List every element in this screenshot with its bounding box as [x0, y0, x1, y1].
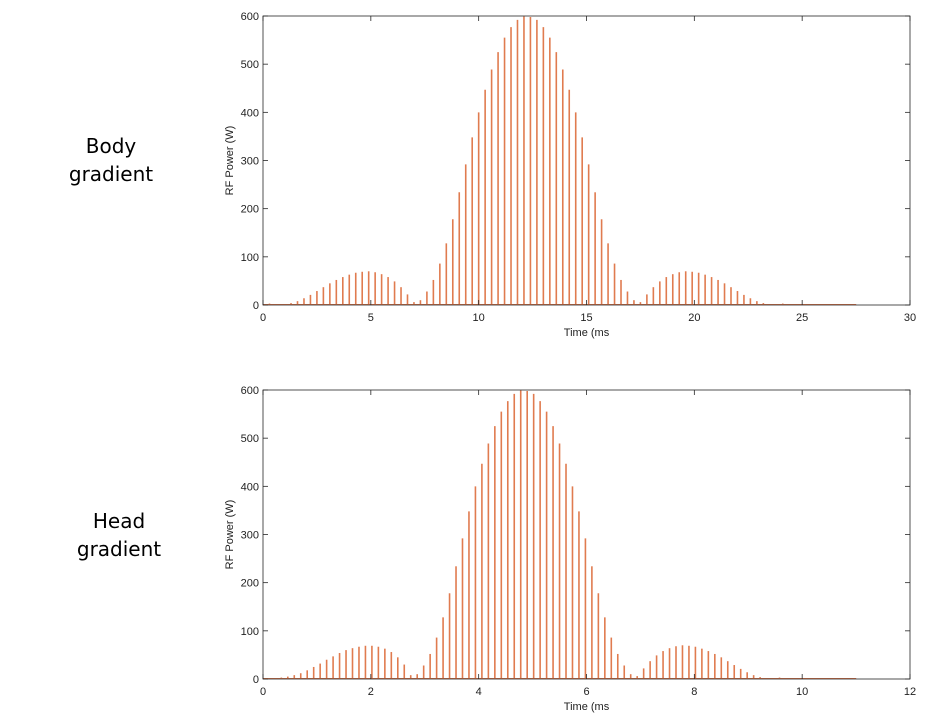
body-gradient-label-line2: gradient	[68, 162, 154, 186]
x-tick-label: 0	[260, 686, 266, 698]
y-tick-label: 300	[241, 530, 259, 542]
bars	[267, 390, 857, 679]
y-tick-label: 300	[241, 156, 259, 168]
y-tick-label: 500	[241, 59, 259, 71]
plot-frame	[262, 389, 911, 680]
head-gradient-chart: 0 100 200 300 400 500 600 0 2 4 6 8 10 12 Time (ms RF P…	[224, 385, 916, 713]
y-tick-label: 0	[253, 674, 259, 686]
head-gradient-label-line1: Head	[92, 509, 146, 533]
y-tick-label: 600	[241, 385, 259, 397]
y-tick-label: 400	[241, 107, 259, 119]
head-gradient-label: Head gradient	[44, 507, 194, 563]
y-tick-label: 100	[241, 252, 259, 264]
y-axis: 0 100 200 300 400 500 600	[241, 11, 910, 312]
x-axis-label: Time (ms	[564, 701, 610, 713]
y-tick-label: 500	[241, 433, 259, 445]
y-tick-label: 100	[241, 626, 259, 638]
x-tick-label: 25	[796, 312, 808, 324]
x-tick-label: 20	[688, 312, 700, 324]
x-tick-label: 10	[796, 686, 808, 698]
x-tick-label: 15	[580, 312, 592, 324]
y-axis-label: RF Power (W)	[224, 126, 236, 196]
y-tick-label: 0	[253, 300, 259, 312]
x-tick-label: 8	[691, 686, 697, 698]
x-tick-label: 12	[904, 686, 916, 698]
body-gradient-label: Body gradient	[36, 132, 186, 188]
x-tick-label: 5	[368, 312, 374, 324]
x-axis: 0 5 10 15 20 25 30	[260, 16, 916, 324]
y-tick-label: 200	[241, 204, 259, 216]
x-tick-label: 6	[583, 686, 589, 698]
x-tick-label: 10	[473, 312, 485, 324]
head-gradient-label-line2: gradient	[76, 537, 162, 561]
y-tick-label: 600	[241, 11, 259, 23]
body-gradient-label-line1: Body	[85, 134, 137, 158]
bars	[268, 16, 857, 305]
x-tick-label: 0	[260, 312, 266, 324]
y-axis: 0 100 200 300 400 500 600	[241, 385, 910, 686]
x-axis: 0 2 4 6 8 10 12	[260, 390, 916, 698]
body-gradient-chart: 0 100 200 300 400 500 600 0 5 10 15 20 25 30 Time (ms R…	[224, 11, 916, 339]
y-tick-label: 200	[241, 578, 259, 590]
x-axis-label: Time (ms	[564, 327, 610, 339]
y-axis-label: RF Power (W)	[224, 500, 236, 570]
x-tick-label: 4	[476, 686, 482, 698]
x-tick-label: 30	[904, 312, 916, 324]
x-tick-label: 2	[368, 686, 374, 698]
y-tick-label: 400	[241, 481, 259, 493]
plot-frame	[262, 15, 911, 306]
